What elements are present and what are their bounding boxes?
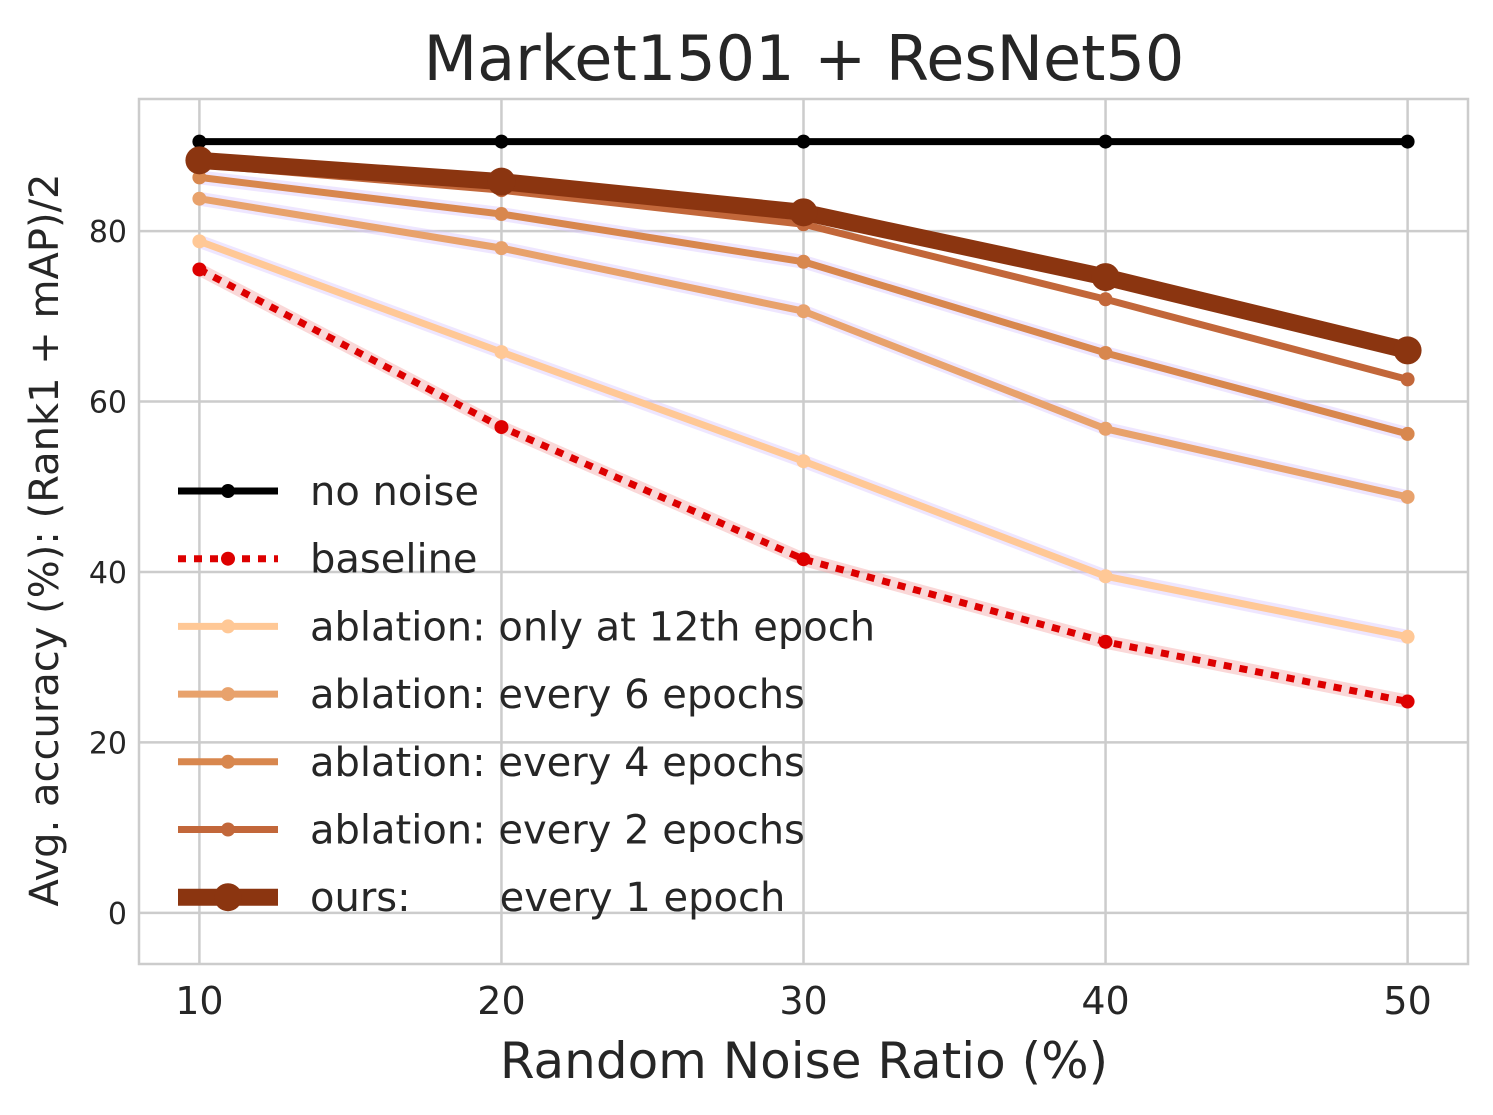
x-tick-label: 20 [477, 979, 525, 1023]
y-tick-label: 80 [89, 215, 127, 250]
legend-marker-0 [221, 484, 235, 498]
legend-label-5: ablation: every 2 epochs [310, 808, 805, 854]
chart-title: Market1501 + ResNet50 [424, 22, 1185, 95]
series-1-point-50 [1400, 694, 1415, 709]
series-3-point-10 [192, 191, 207, 206]
series-2-point-20 [494, 345, 509, 360]
series-5-point-50 [1400, 372, 1415, 387]
series-0-point-10 [192, 134, 207, 149]
x-tick-label: 50 [1383, 979, 1431, 1023]
series-0-point-40 [1098, 134, 1113, 149]
series-6-point-20 [487, 167, 516, 196]
series-4-point-50 [1400, 426, 1415, 441]
series-4-point-20 [494, 207, 509, 222]
series-1-line [197, 266, 1409, 705]
x-tick-label: 10 [175, 979, 223, 1023]
series-6-point-50 [1393, 336, 1422, 365]
y-tick-label: 0 [108, 897, 127, 932]
series-5-point-40 [1098, 292, 1113, 307]
y-tick-label: 40 [89, 556, 127, 591]
plot-frame [137, 97, 1470, 966]
series-6-point-40 [1091, 263, 1120, 292]
series-4-point-30 [796, 254, 811, 269]
legend-label-0: no noise [310, 469, 479, 515]
series-2-point-30 [796, 454, 811, 469]
series-group [185, 134, 1422, 709]
legend-marker-1 [221, 551, 235, 566]
series-0-point-20 [494, 134, 509, 149]
series-1-point-10 [192, 262, 207, 277]
legend-label-3: ablation: every 6 epochs [310, 672, 805, 718]
series-6-point-30 [789, 198, 818, 227]
x-tick-label: 40 [1081, 979, 1129, 1023]
series-4-band [199, 170, 1408, 441]
series-1-point-40 [1098, 634, 1113, 649]
legend-marker-3 [221, 687, 235, 702]
legend-label-6: ours: every 1 epoch [310, 875, 785, 921]
legend: no noise baseline ablation: only at 12th e… [178, 469, 875, 921]
x-tick-label: 30 [779, 979, 827, 1023]
legend-marker-2 [221, 619, 235, 634]
legend-label-4: ablation: every 4 epochs [310, 740, 805, 786]
legend-marker-6 [214, 883, 242, 912]
series-3-point-30 [796, 304, 811, 319]
series-3-point-20 [494, 241, 509, 256]
y-tick-label: 20 [89, 726, 127, 761]
series-3-point-40 [1098, 421, 1113, 436]
y-axis-label: Avg. accuracy (%): (Rank1 + mAP)/2 [22, 173, 68, 906]
series-0-point-50 [1400, 134, 1415, 149]
series-2-point-40 [1098, 569, 1113, 584]
series-2-point-10 [192, 234, 207, 249]
series-6-point-10 [185, 146, 214, 175]
series-4-point-40 [1098, 345, 1113, 360]
legend-marker-5 [221, 822, 235, 837]
legend-marker-4 [221, 754, 235, 769]
series-0-point-30 [796, 134, 811, 149]
series-1-point-20 [494, 420, 509, 435]
y-tick-label: 60 [89, 386, 127, 421]
series-3-point-50 [1400, 489, 1415, 504]
x-ticks: 10 20 30 40 50 [175, 979, 1432, 1023]
legend-label-2: ablation: only at 12th epoch [310, 604, 875, 650]
y-ticks: 0 20 40 60 80 [89, 215, 127, 932]
series-1-point-30 [796, 552, 811, 567]
x-axis-label: Random Noise Ratio (%) [500, 1032, 1108, 1090]
series-2-point-50 [1400, 629, 1415, 644]
legend-label-1: baseline [310, 537, 478, 583]
